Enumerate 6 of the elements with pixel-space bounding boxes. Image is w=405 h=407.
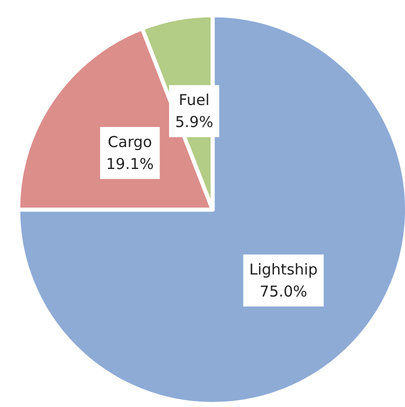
data-label: 5.9% xyxy=(175,113,214,132)
data-label: 75.0% xyxy=(260,282,308,300)
slice-label: Lightship xyxy=(249,260,318,278)
slice-label: Fuel xyxy=(178,91,210,110)
data-label: 19.1% xyxy=(106,155,154,174)
slice-label: Cargo xyxy=(108,133,152,152)
